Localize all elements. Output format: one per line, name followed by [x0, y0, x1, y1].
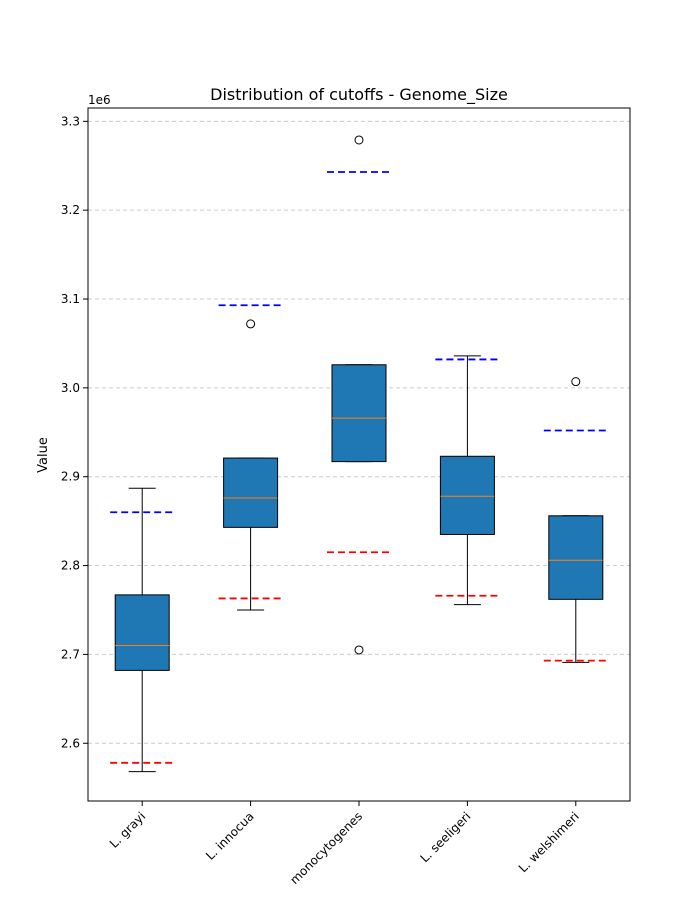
x-tick-label: L. welshimeri — [516, 809, 582, 875]
plot-frame — [87, 107, 631, 802]
outlier-point — [246, 319, 256, 329]
box-iqr — [223, 457, 279, 528]
y-tick-label: 2.7 — [61, 647, 80, 661]
outlier-point — [571, 377, 581, 387]
x-tick-label: L. seeligeri — [417, 809, 473, 865]
outlier-point — [354, 645, 364, 655]
outlier-point — [354, 135, 364, 145]
box-group — [543, 377, 608, 663]
y-tick-label: 2.9 — [61, 470, 80, 484]
x-tick-label: L. innocua — [203, 809, 257, 863]
chart-title: Distribution of cutoffs - Genome_Size — [210, 85, 508, 105]
y-tick-label: 3.2 — [61, 203, 80, 217]
x-tick-label: monocytogenes — [287, 809, 365, 887]
y-scale-label: 1e6 — [88, 93, 111, 107]
box-iqr — [331, 364, 387, 463]
box-group — [435, 355, 500, 606]
box-group — [218, 304, 283, 611]
box-iqr — [439, 455, 495, 535]
y-tick-label: 2.6 — [61, 736, 80, 750]
y-tick-label: 3.1 — [61, 292, 80, 306]
y-tick-label: 2.8 — [61, 559, 80, 573]
box-iqr — [114, 594, 170, 671]
y-tick-label: 3.0 — [61, 381, 80, 395]
y-tick-label: 3.3 — [61, 114, 80, 128]
box-group — [327, 135, 391, 655]
x-tick-label: L. grayi — [107, 809, 148, 850]
box-group — [110, 487, 175, 773]
y-axis-label: Value — [36, 437, 51, 473]
box-iqr — [548, 515, 604, 600]
